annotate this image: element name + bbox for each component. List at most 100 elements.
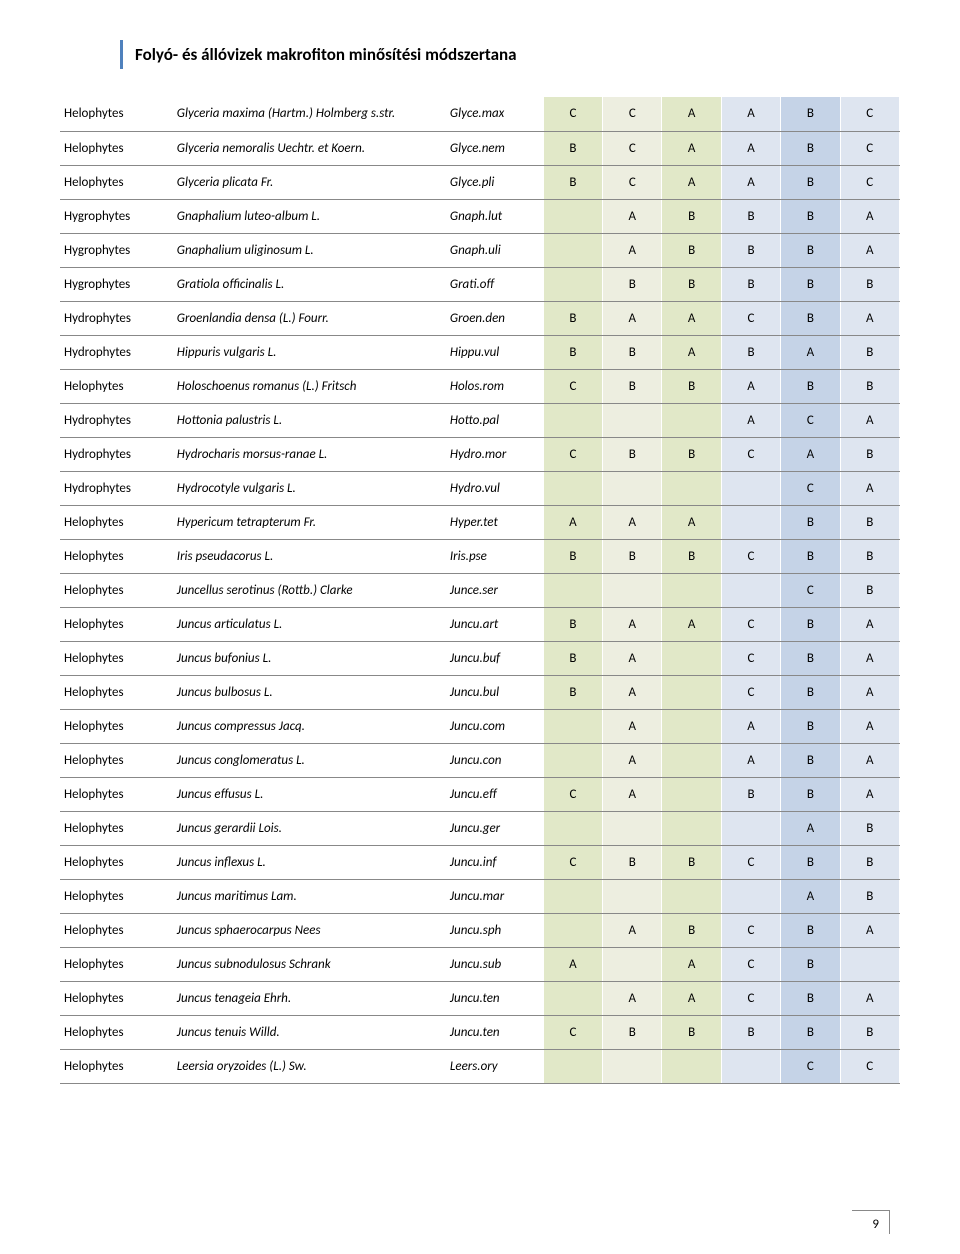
code-cell: Glyce.nem bbox=[446, 131, 543, 165]
grade-cell bbox=[662, 403, 721, 437]
grade-cell: B bbox=[603, 1015, 662, 1049]
code-cell: Juncu.inf bbox=[446, 845, 543, 879]
grade-cell: B bbox=[721, 335, 780, 369]
species-cell: Juncus maritimus Lam. bbox=[173, 879, 446, 913]
grade-cell: B bbox=[840, 437, 899, 471]
grade-cell: B bbox=[781, 199, 840, 233]
type-cell: Helophytes bbox=[60, 165, 173, 199]
species-cell: Juncus bufonius L. bbox=[173, 641, 446, 675]
code-cell: Juncu.mar bbox=[446, 879, 543, 913]
type-cell: Helophytes bbox=[60, 369, 173, 403]
grade-cell bbox=[603, 403, 662, 437]
grade-cell: C bbox=[840, 131, 899, 165]
code-cell: Juncu.ten bbox=[446, 1015, 543, 1049]
type-cell: Hydrophytes bbox=[60, 301, 173, 335]
grade-cell: B bbox=[781, 301, 840, 335]
grade-cell: B bbox=[781, 131, 840, 165]
code-cell: Juncu.sph bbox=[446, 913, 543, 947]
grade-cell: C bbox=[603, 97, 662, 131]
grade-cell bbox=[721, 811, 780, 845]
grade-cell: A bbox=[603, 709, 662, 743]
grade-cell: B bbox=[781, 1015, 840, 1049]
grade-cell: B bbox=[840, 845, 899, 879]
grade-cell: C bbox=[543, 369, 602, 403]
species-cell: Hydrocharis morsus-ranae L. bbox=[173, 437, 446, 471]
type-cell: Helophytes bbox=[60, 947, 173, 981]
grade-cell bbox=[662, 471, 721, 505]
species-cell: Juncus effusus L. bbox=[173, 777, 446, 811]
grade-cell: B bbox=[781, 267, 840, 301]
grade-cell: A bbox=[603, 675, 662, 709]
table-row: HydrophytesGroenlandia densa (L.) Fourr.… bbox=[60, 301, 900, 335]
table-row: HelophytesJuncus effusus L.Juncu.effCABB… bbox=[60, 777, 900, 811]
grade-cell: B bbox=[781, 709, 840, 743]
grade-cell bbox=[662, 811, 721, 845]
grade-cell: B bbox=[662, 267, 721, 301]
grade-cell: A bbox=[721, 131, 780, 165]
grade-cell: A bbox=[781, 879, 840, 913]
page-title: Folyó- és állóvizek makrofiton minősítés… bbox=[135, 44, 517, 65]
grade-cell: B bbox=[603, 845, 662, 879]
type-cell: Hydrophytes bbox=[60, 335, 173, 369]
grade-cell: B bbox=[603, 267, 662, 301]
grade-cell: B bbox=[840, 505, 899, 539]
grade-cell bbox=[543, 913, 602, 947]
grade-cell: B bbox=[721, 267, 780, 301]
grade-cell: A bbox=[840, 301, 899, 335]
table-row: HygrophytesGnaphalium uliginosum L.Gnaph… bbox=[60, 233, 900, 267]
grade-cell: C bbox=[721, 675, 780, 709]
grade-cell: A bbox=[840, 913, 899, 947]
grade-cell bbox=[662, 777, 721, 811]
grade-cell: B bbox=[840, 267, 899, 301]
grade-cell bbox=[543, 471, 602, 505]
grade-cell bbox=[662, 1049, 721, 1083]
type-cell: Helophytes bbox=[60, 573, 173, 607]
table-row: HelophytesJuncus bufonius L.Juncu.bufBAC… bbox=[60, 641, 900, 675]
grade-cell: B bbox=[840, 1015, 899, 1049]
grade-cell: C bbox=[543, 437, 602, 471]
grade-cell bbox=[543, 709, 602, 743]
grade-cell: B bbox=[543, 607, 602, 641]
grade-cell: C bbox=[721, 913, 780, 947]
grade-cell: A bbox=[662, 165, 721, 199]
table-row: HelophytesHoloschoenus romanus (L.) Frit… bbox=[60, 369, 900, 403]
table-row: HelophytesJuncus gerardii Lois.Juncu.ger… bbox=[60, 811, 900, 845]
species-cell: Leersia oryzoides (L.) Sw. bbox=[173, 1049, 446, 1083]
grade-cell: A bbox=[603, 777, 662, 811]
grade-cell: B bbox=[603, 437, 662, 471]
grade-cell: B bbox=[721, 233, 780, 267]
table-row: HelophytesJuncus subnodulosus SchrankJun… bbox=[60, 947, 900, 981]
code-cell: Hydro.vul bbox=[446, 471, 543, 505]
grade-cell: B bbox=[721, 777, 780, 811]
grade-cell: A bbox=[603, 641, 662, 675]
code-cell: Iris.pse bbox=[446, 539, 543, 573]
type-cell: Helophytes bbox=[60, 1049, 173, 1083]
grade-cell: B bbox=[543, 641, 602, 675]
grade-cell: B bbox=[781, 845, 840, 879]
grade-cell: B bbox=[781, 539, 840, 573]
grade-cell: B bbox=[781, 97, 840, 131]
grade-cell bbox=[603, 947, 662, 981]
type-cell: Hydrophytes bbox=[60, 471, 173, 505]
type-cell: Helophytes bbox=[60, 539, 173, 573]
species-cell: Iris pseudacorus L. bbox=[173, 539, 446, 573]
type-cell: Helophytes bbox=[60, 709, 173, 743]
grade-cell bbox=[662, 675, 721, 709]
type-cell: Helophytes bbox=[60, 641, 173, 675]
grade-cell: C bbox=[721, 845, 780, 879]
grade-cell: B bbox=[840, 369, 899, 403]
grade-cell: B bbox=[662, 199, 721, 233]
grade-cell bbox=[662, 709, 721, 743]
code-cell: Juncu.con bbox=[446, 743, 543, 777]
grade-cell: A bbox=[603, 607, 662, 641]
grade-cell: B bbox=[781, 981, 840, 1015]
table-row: HelophytesJuncus conglomeratus L.Juncu.c… bbox=[60, 743, 900, 777]
table-row: HelophytesIris pseudacorus L.Iris.pseBBB… bbox=[60, 539, 900, 573]
grade-cell: C bbox=[781, 1049, 840, 1083]
species-cell: Juncellus serotinus (Rottb.) Clarke bbox=[173, 573, 446, 607]
grade-cell: B bbox=[840, 811, 899, 845]
grade-cell: C bbox=[840, 97, 899, 131]
grade-cell bbox=[603, 471, 662, 505]
table-row: HelophytesLeersia oryzoides (L.) Sw.Leer… bbox=[60, 1049, 900, 1083]
grade-cell: C bbox=[721, 641, 780, 675]
